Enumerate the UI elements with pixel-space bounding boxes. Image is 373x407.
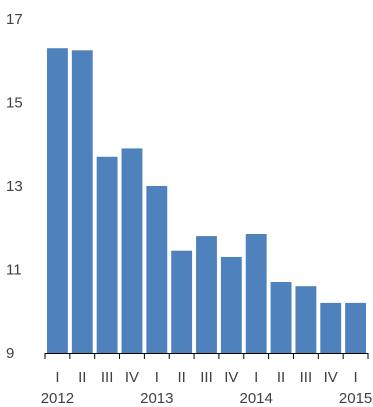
bar [345, 302, 367, 353]
y-tick-label: 15 [6, 95, 23, 112]
x-tick-label: III [200, 369, 213, 386]
bar [96, 156, 118, 353]
x-tick-label: I [254, 369, 258, 386]
x-tick-label: III [101, 369, 114, 386]
y-tick-label: 13 [6, 178, 23, 195]
bar [245, 234, 267, 353]
x-tick-label: IV [224, 369, 238, 386]
x-tick-label: II [177, 369, 185, 386]
year-label: 2013 [140, 390, 173, 407]
x-tick-label: I [353, 369, 357, 386]
bar [220, 256, 242, 353]
bar [320, 302, 342, 353]
x-tick-label: I [55, 369, 59, 386]
bar [270, 282, 292, 353]
bar [46, 48, 68, 353]
x-tick-label: IV [324, 369, 338, 386]
x-tick-label: IV [125, 369, 139, 386]
x-tick-label: III [300, 369, 313, 386]
x-tick-label: I [155, 369, 159, 386]
bars [46, 48, 367, 354]
year-label: 2015 [339, 390, 372, 407]
bar [171, 250, 193, 353]
bar [146, 186, 168, 353]
y-tick-label: 17 [6, 11, 23, 28]
bar [121, 148, 143, 353]
x-tick-label: II [277, 369, 285, 386]
y-tick-label: 9 [6, 345, 14, 362]
year-label: 2014 [240, 390, 273, 407]
y-tick-label: 11 [6, 262, 22, 279]
bar [196, 236, 217, 353]
bar [295, 286, 317, 353]
year-label: 2012 [41, 390, 74, 407]
x-tick-label: II [78, 369, 86, 386]
y-axis: 9 11 13 15 17 [6, 11, 23, 362]
bar [71, 50, 93, 354]
